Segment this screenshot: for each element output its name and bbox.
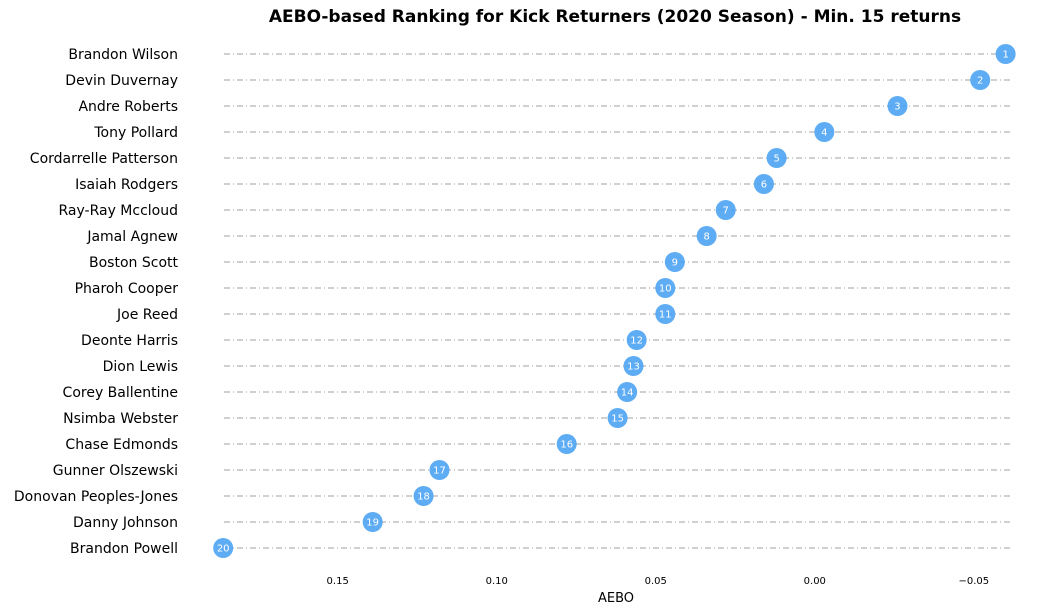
player-row: Ray-Ray Mccloud 7 bbox=[58, 200, 1010, 220]
rank-label: 18 bbox=[417, 492, 430, 503]
rank-label: 2 bbox=[977, 76, 983, 87]
player-name-label: Cordarrelle Patterson bbox=[30, 151, 178, 167]
x-tick-label: −0.05 bbox=[959, 576, 990, 587]
rank-label: 15 bbox=[611, 414, 624, 425]
player-name-label: Tony Pollard bbox=[93, 125, 178, 141]
aebo-point bbox=[995, 44, 1016, 64]
player-row: Brandon Wilson 1 bbox=[68, 44, 1016, 64]
player-row: Andre Roberts 3 bbox=[78, 96, 1010, 116]
rank-label: 14 bbox=[621, 388, 634, 399]
aebo-point bbox=[887, 96, 908, 116]
player-name-label: Isaiah Rodgers bbox=[75, 177, 178, 193]
aebo-point bbox=[655, 304, 676, 324]
player-row: Devin Duvernay 2 bbox=[65, 70, 1010, 90]
player-row: Boston Scott 9 bbox=[89, 252, 1010, 272]
player-name-label: Brandon Powell bbox=[70, 541, 178, 557]
aebo-point bbox=[715, 200, 736, 220]
rank-label: 13 bbox=[627, 362, 640, 373]
player-name-label: Jamal Agnew bbox=[86, 229, 178, 245]
player-name-label: Brandon Wilson bbox=[68, 47, 178, 63]
rank-label: 5 bbox=[773, 154, 779, 165]
rank-label: 8 bbox=[703, 232, 709, 243]
player-name-label: Gunner Olszewski bbox=[53, 463, 178, 479]
player-name-label: Devin Duvernay bbox=[65, 73, 178, 89]
rank-label: 16 bbox=[560, 440, 573, 451]
aebo-point bbox=[362, 512, 383, 532]
aebo-point bbox=[696, 226, 717, 246]
player-row: Joe Reed 11 bbox=[116, 304, 1010, 324]
aebo-point bbox=[970, 70, 991, 90]
player-row: Isaiah Rodgers 6 bbox=[75, 174, 1010, 194]
player-row: Pharoh Cooper 10 bbox=[75, 278, 1010, 298]
player-name-label: Boston Scott bbox=[89, 255, 178, 271]
x-tick-label: 0.15 bbox=[327, 576, 349, 587]
player-row: Corey Ballentine 14 bbox=[63, 382, 1010, 402]
x-axis-ticks: 0.15 0.10 0.05 0.00 −0.05 bbox=[327, 576, 990, 587]
player-name-label: Deonte Harris bbox=[81, 333, 178, 349]
rank-label: 9 bbox=[672, 258, 678, 269]
player-row: Deonte Harris 12 bbox=[81, 330, 1010, 350]
aebo-point bbox=[814, 122, 835, 142]
aebo-point bbox=[607, 408, 628, 428]
player-row: Danny Johnson 19 bbox=[73, 512, 1010, 532]
x-tick-label: 0.10 bbox=[486, 576, 508, 587]
player-name-label: Joe Reed bbox=[116, 307, 178, 323]
aebo-point bbox=[413, 486, 434, 506]
rank-label: 1 bbox=[1002, 50, 1008, 61]
aebo-point bbox=[556, 434, 577, 454]
player-row: Donovan Peoples-Jones 18 bbox=[14, 486, 1010, 506]
rank-label: 19 bbox=[366, 518, 379, 529]
player-row: Nsimba Webster 15 bbox=[63, 408, 1010, 428]
player-name-label: Dion Lewis bbox=[103, 359, 178, 375]
aebo-point bbox=[766, 148, 787, 168]
rank-label: 10 bbox=[659, 284, 672, 295]
x-axis-label: AEBO bbox=[598, 591, 634, 606]
rank-label: 4 bbox=[821, 128, 827, 139]
player-row: Cordarrelle Patterson 5 bbox=[30, 148, 1010, 168]
player-row: Tony Pollard 4 bbox=[93, 122, 1010, 142]
aebo-point bbox=[623, 356, 644, 376]
x-tick-label: 0.05 bbox=[645, 576, 667, 587]
player-name-label: Pharoh Cooper bbox=[75, 281, 179, 297]
aebo-point bbox=[655, 278, 676, 298]
rank-label: 17 bbox=[433, 466, 446, 477]
aebo-point bbox=[429, 460, 450, 480]
rank-label: 3 bbox=[894, 102, 900, 113]
player-row: Gunner Olszewski 17 bbox=[53, 460, 1010, 480]
player-rows: Brandon Wilson 1 Devin Duvernay 2 Andre Robe… bbox=[14, 44, 1016, 558]
rank-label: 20 bbox=[217, 544, 230, 555]
player-row: Chase Edmonds 16 bbox=[65, 434, 1010, 454]
aebo-point bbox=[753, 174, 774, 194]
player-row: Jamal Agnew 8 bbox=[86, 226, 1010, 246]
player-row: Brandon Powell 20 bbox=[70, 538, 1010, 558]
rank-label: 6 bbox=[761, 180, 767, 191]
player-name-label: Corey Ballentine bbox=[63, 385, 178, 401]
player-name-label: Ray-Ray Mccloud bbox=[58, 203, 178, 219]
player-name-label: Donovan Peoples-Jones bbox=[14, 489, 178, 505]
aebo-point bbox=[664, 252, 685, 272]
player-row: Dion Lewis 13 bbox=[103, 356, 1010, 376]
player-name-label: Chase Edmonds bbox=[65, 437, 178, 453]
player-name-label: Andre Roberts bbox=[78, 99, 178, 115]
aebo-point bbox=[617, 382, 638, 402]
aebo-point bbox=[213, 538, 234, 558]
player-name-label: Danny Johnson bbox=[73, 515, 178, 531]
rank-label: 12 bbox=[630, 336, 643, 347]
player-name-label: Nsimba Webster bbox=[63, 411, 178, 427]
chart-title: AEBO-based Ranking for Kick Returners (2… bbox=[269, 7, 961, 27]
x-tick-label: 0.00 bbox=[804, 576, 826, 587]
aebo-point bbox=[626, 330, 647, 350]
rank-label: 11 bbox=[659, 310, 672, 321]
rank-label: 7 bbox=[723, 206, 729, 217]
